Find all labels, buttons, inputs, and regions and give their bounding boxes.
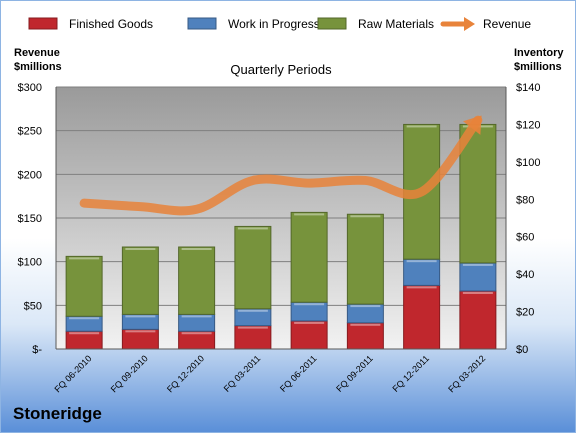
bar-finished-goods [290, 320, 328, 350]
bar-work-in-progress-highlight [462, 263, 493, 266]
x-tick-label: FQ 09-2011 [334, 353, 375, 394]
bar-raw-materials-highlight [125, 248, 156, 251]
legend-arrow-revenue [464, 17, 475, 31]
right-tick-label: $80 [516, 194, 534, 206]
left-tick-label: $150 [18, 213, 42, 225]
right-tick-label: $40 [516, 269, 534, 281]
legend-swatch-finished-goods [28, 17, 58, 30]
x-tick-label: FQ 12-2010 [165, 353, 206, 394]
left-tick-label: $100 [18, 257, 42, 269]
legend-label-raw-materials: Raw Materials [358, 17, 434, 31]
left-tick-label: $50 [24, 300, 42, 312]
x-tick-label: FQ 06-2010 [53, 353, 94, 394]
bar-finished-goods-highlight [294, 321, 325, 324]
bar-raw-materials-highlight [69, 257, 100, 260]
right-axis-label-line1: Inventory [514, 47, 564, 59]
bar-finished-goods [234, 325, 272, 350]
left-tick-label: $250 [18, 126, 42, 138]
bar-finished-goods-highlight [69, 332, 100, 335]
bar-finished-goods [403, 284, 441, 350]
right-tick-label: $0 [516, 344, 528, 356]
legend-label-work-in-progress: Work in Progress [228, 17, 320, 31]
left-axis-label-line2: $millions [14, 61, 62, 73]
bar-work-in-progress-highlight [294, 303, 325, 306]
bar-raw-materials-highlight [294, 213, 325, 216]
bar-finished-goods [459, 290, 497, 350]
company-name: Stoneridge [13, 404, 102, 423]
bar-work-in-progress-highlight [125, 315, 156, 318]
legend-swatch-work-in-progress [187, 17, 217, 30]
bar-work-in-progress-highlight [237, 309, 268, 312]
legend-label-revenue: Revenue [483, 17, 531, 31]
x-tick-label: FQ 09-2010 [109, 353, 150, 394]
bar-raw-materials [234, 225, 272, 310]
bar-raw-materials [65, 255, 103, 317]
bar-work-in-progress-highlight [350, 305, 381, 308]
bar-raw-materials-highlight [350, 215, 381, 218]
x-tick-label: FQ 12-2011 [390, 353, 431, 394]
bar-raw-materials [178, 246, 216, 315]
bar-raw-materials-highlight [237, 227, 268, 230]
bar-raw-materials [459, 123, 497, 264]
revenue-line [79, 115, 483, 216]
bar-finished-goods-highlight [462, 291, 493, 294]
legend-swatch-raw-materials [317, 17, 347, 30]
legend-label-finished-goods: Finished Goods [69, 17, 153, 31]
left-tick-label: $300 [18, 82, 42, 94]
bar-work-in-progress [459, 262, 497, 292]
x-tick-label: FQ 06-2011 [278, 353, 319, 394]
bar-finished-goods-highlight [406, 286, 437, 289]
bar-raw-materials-highlight [181, 248, 212, 251]
bar-work-in-progress-highlight [69, 317, 100, 320]
x-tick-label: FQ 03-2011 [222, 353, 263, 394]
right-tick-label: $120 [516, 119, 540, 131]
right-tick-label: $100 [516, 157, 540, 169]
right-axis-label-line2: $millions [514, 61, 562, 73]
bar-work-in-progress-highlight [181, 315, 212, 318]
chart-title: Quarterly Periods [230, 62, 332, 77]
bar-raw-materials [121, 246, 159, 315]
bar-finished-goods-highlight [181, 332, 212, 335]
bar-work-in-progress-highlight [406, 260, 437, 263]
revenue-arrowhead [463, 115, 482, 135]
bar-finished-goods [346, 322, 384, 350]
bar-raw-materials [346, 213, 384, 305]
bar-raw-materials-highlight [406, 125, 437, 128]
left-tick-label: $200 [18, 169, 42, 181]
bar-work-in-progress [403, 258, 441, 286]
left-axis-label-line1: Revenue [14, 47, 60, 59]
bar-finished-goods-highlight [237, 326, 268, 329]
right-tick-label: $20 [516, 307, 534, 319]
right-tick-label: $60 [516, 232, 534, 244]
right-tick-label: $140 [516, 82, 540, 94]
bar-raw-materials [290, 211, 328, 303]
bar-finished-goods-highlight [350, 323, 381, 326]
bar-finished-goods-highlight [125, 330, 156, 333]
x-tick-label: FQ 03-2012 [446, 353, 487, 394]
left-tick-label: $- [32, 344, 42, 356]
